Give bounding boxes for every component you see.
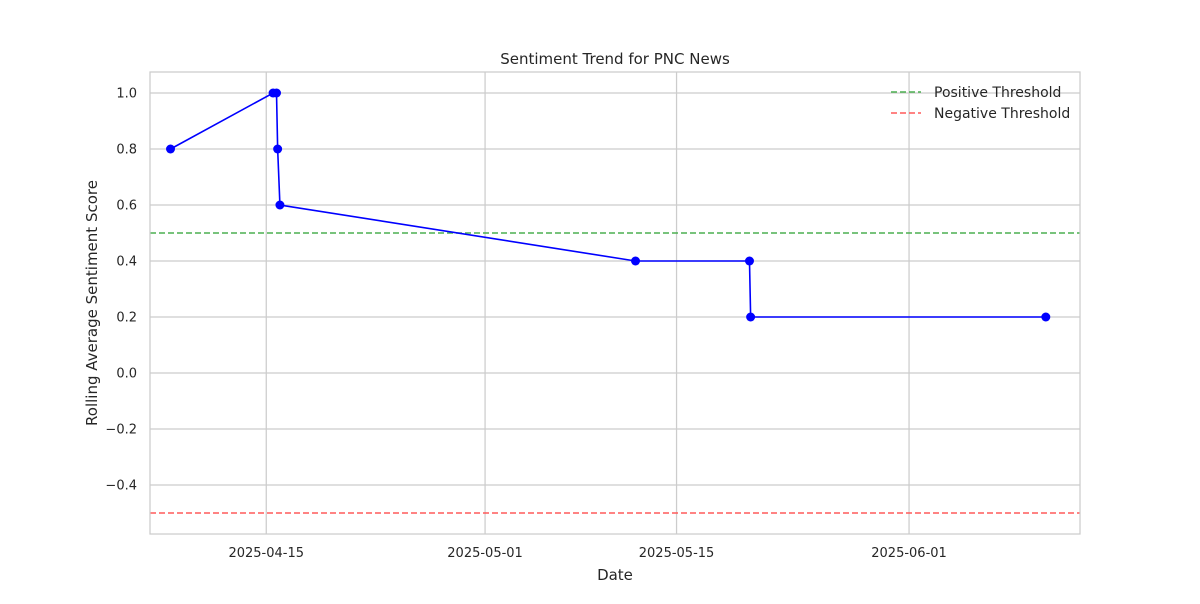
tick-layer: 2025-04-15 2025-05-01 2025-05-15 2025-06-01…	[105, 87, 946, 562]
legend-label: Positive Threshold	[934, 85, 1061, 101]
data-point	[166, 144, 176, 154]
legend: Positive Threshold Negative Threshold	[891, 85, 1070, 122]
y-tick-label: −0.2	[105, 423, 137, 438]
x-tick-label: 2025-04-15	[228, 546, 304, 561]
x-tick-label: 2025-05-01	[447, 546, 523, 561]
y-tick-label: 0.8	[116, 143, 137, 158]
y-tick-label: 1.0	[116, 87, 137, 102]
y-tick-label: 0.0	[116, 367, 137, 382]
x-tick-label: 2025-05-15	[639, 546, 715, 561]
data-point	[746, 312, 756, 322]
y-tick-label: 0.2	[116, 311, 137, 326]
y-tick-label: 0.4	[116, 255, 137, 270]
data-point	[744, 256, 754, 266]
data-point	[1041, 312, 1051, 322]
y-axis-label: Rolling Average Sentiment Score	[83, 180, 101, 426]
y-tick-label: −0.4	[105, 479, 137, 494]
x-axis-label: Date	[597, 566, 633, 584]
data-point	[631, 256, 641, 266]
y-tick-label: 0.6	[116, 199, 137, 214]
grid-layer	[150, 72, 1080, 534]
plot-frame	[149, 71, 1081, 535]
data-point	[273, 144, 283, 154]
data-point	[272, 88, 282, 98]
chart-title: Sentiment Trend for PNC News	[500, 50, 730, 68]
data-point	[275, 200, 285, 210]
legend-label: Negative Threshold	[934, 106, 1070, 122]
x-tick-label: 2025-06-01	[871, 546, 947, 561]
series-layer	[166, 88, 1051, 322]
threshold-layer	[150, 232, 1080, 514]
